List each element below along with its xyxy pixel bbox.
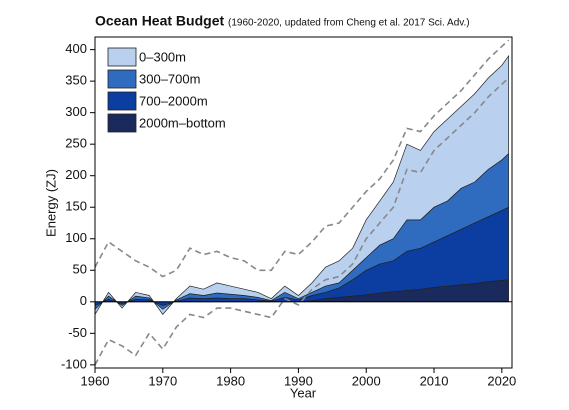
legend-swatch xyxy=(107,113,137,133)
x-tick-label: 1970 xyxy=(148,373,177,388)
legend-label: 300–700m xyxy=(139,71,200,86)
x-tick-label: 1980 xyxy=(216,373,245,388)
legend-swatch xyxy=(107,91,137,111)
x-tick-label: 2020 xyxy=(487,373,516,388)
area xyxy=(94,54,509,316)
uncertainty-line xyxy=(94,39,510,278)
legend-swatch xyxy=(107,69,137,89)
y-tick-label: 50 xyxy=(73,262,87,277)
y-tick-label: 350 xyxy=(65,73,87,88)
y-tick-label: 100 xyxy=(65,230,87,245)
y-axis-label: Energy (ZJ) xyxy=(43,169,58,237)
x-tick-label: 1990 xyxy=(284,373,313,388)
legend-label: 2000m–bottom xyxy=(139,115,226,130)
x-axis-label: Year xyxy=(290,385,317,400)
x-tick-label: 1960 xyxy=(81,373,110,388)
y-tick-label: 150 xyxy=(65,199,87,214)
y-tick-label: 400 xyxy=(65,41,87,56)
x-tick-label: 2000 xyxy=(352,373,381,388)
y-tick-label: -50 xyxy=(68,325,87,340)
y-tick-label: 250 xyxy=(65,136,87,151)
chart-title: Ocean Heat Budget xyxy=(95,13,224,29)
legend-swatch xyxy=(107,47,137,67)
y-tick-label: 0 xyxy=(80,293,87,308)
legend-label: 700–2000m xyxy=(139,93,208,108)
uncertainty-line xyxy=(94,77,510,366)
y-tick-label: 300 xyxy=(65,104,87,119)
x-tick-label: 2010 xyxy=(420,373,449,388)
y-tick-label: -100 xyxy=(61,356,87,371)
legend-label: 0–300m xyxy=(139,49,186,64)
plot-frame xyxy=(94,36,513,369)
chart-subtitle: (1960-2020, updated from Cheng et al. 20… xyxy=(228,18,470,29)
y-tick-label: 200 xyxy=(65,167,87,182)
